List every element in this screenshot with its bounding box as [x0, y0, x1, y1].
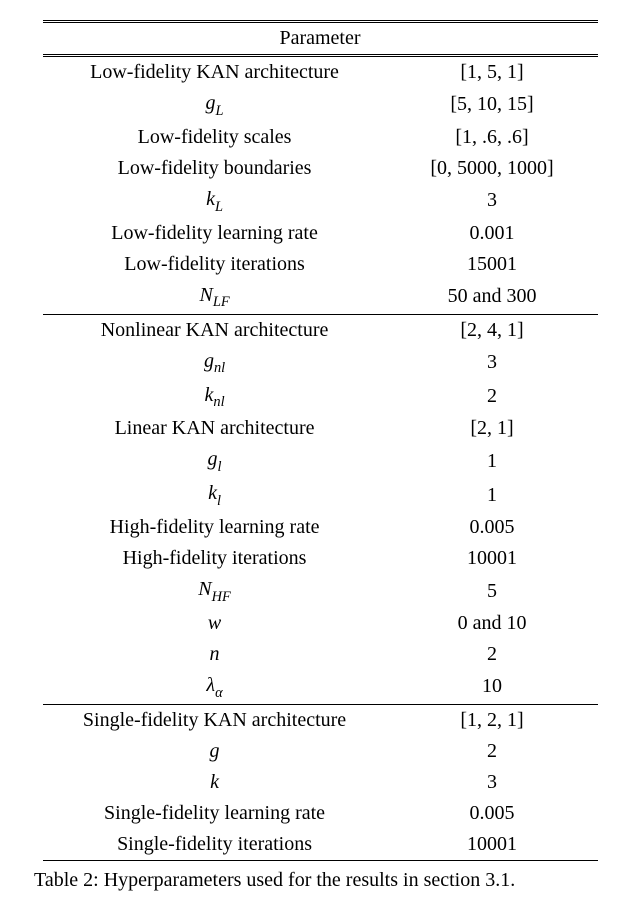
- table-row: Low-fidelity KAN architecture[1, 5, 1]: [43, 56, 598, 89]
- table-row: NHF5: [43, 574, 598, 608]
- header-cell: Parameter: [43, 22, 598, 56]
- param-cell: Low-fidelity iterations: [43, 249, 387, 280]
- value-cell: [5, 10, 15]: [387, 88, 598, 122]
- param-cell: Linear KAN architecture: [43, 413, 387, 444]
- param-cell: Single-fidelity KAN architecture: [43, 704, 387, 736]
- table-row: High-fidelity learning rate0.005: [43, 512, 598, 543]
- table-row: High-fidelity iterations10001: [43, 543, 598, 574]
- table-row: Low-fidelity scales[1, .6, .6]: [43, 122, 598, 153]
- table-row: kL3: [43, 184, 598, 218]
- table-row: λα10: [43, 670, 598, 704]
- value-cell: 3: [387, 184, 598, 218]
- table-row: Single-fidelity KAN architecture[1, 2, 1…: [43, 704, 598, 736]
- table-row: k3: [43, 767, 598, 798]
- param-cell: λα: [43, 670, 387, 704]
- table-row: Single-fidelity iterations10001: [43, 829, 598, 861]
- param-cell: High-fidelity learning rate: [43, 512, 387, 543]
- param-cell: knl: [43, 380, 387, 414]
- param-cell: High-fidelity iterations: [43, 543, 387, 574]
- param-cell: n: [43, 639, 387, 670]
- table-row: knl2: [43, 380, 598, 414]
- value-cell: [1, 2, 1]: [387, 704, 598, 736]
- table-row: Linear KAN architecture[2, 1]: [43, 413, 598, 444]
- table-row: w0 and 10: [43, 608, 598, 639]
- param-cell: g: [43, 736, 387, 767]
- param-cell: NLF: [43, 280, 387, 314]
- param-cell: k: [43, 767, 387, 798]
- table-row: Nonlinear KAN architecture[2, 4, 1]: [43, 314, 598, 346]
- param-cell: NHF: [43, 574, 387, 608]
- value-cell: 1: [387, 444, 598, 478]
- param-cell: Low-fidelity scales: [43, 122, 387, 153]
- param-cell: Low-fidelity boundaries: [43, 153, 387, 184]
- value-cell: 0 and 10: [387, 608, 598, 639]
- value-cell: [2, 4, 1]: [387, 314, 598, 346]
- value-cell: 2: [387, 639, 598, 670]
- value-cell: 3: [387, 346, 598, 380]
- value-cell: 0.005: [387, 798, 598, 829]
- value-cell: 3: [387, 767, 598, 798]
- param-cell: gnl: [43, 346, 387, 380]
- value-cell: 15001: [387, 249, 598, 280]
- param-cell: Low-fidelity learning rate: [43, 218, 387, 249]
- table-row: g2: [43, 736, 598, 767]
- value-cell: 0.001: [387, 218, 598, 249]
- value-cell: [0, 5000, 1000]: [387, 153, 598, 184]
- param-cell: Nonlinear KAN architecture: [43, 314, 387, 346]
- value-cell: 10: [387, 670, 598, 704]
- table-body: ParameterLow-fidelity KAN architecture[1…: [43, 22, 598, 861]
- value-cell: 2: [387, 736, 598, 767]
- table-row: Low-fidelity boundaries[0, 5000, 1000]: [43, 153, 598, 184]
- table-row: Low-fidelity learning rate0.001: [43, 218, 598, 249]
- param-cell: gl: [43, 444, 387, 478]
- value-cell: 50 and 300: [387, 280, 598, 314]
- table-caption: Table 2: Hyperparameters used for the re…: [24, 869, 616, 892]
- table-row: gl1: [43, 444, 598, 478]
- param-cell: Low-fidelity KAN architecture: [43, 56, 387, 89]
- table-row: NLF50 and 300: [43, 280, 598, 314]
- value-cell: [1, 5, 1]: [387, 56, 598, 89]
- param-cell: Single-fidelity learning rate: [43, 798, 387, 829]
- param-cell: kl: [43, 478, 387, 512]
- value-cell: 0.005: [387, 512, 598, 543]
- table-row: gL[5, 10, 15]: [43, 88, 598, 122]
- value-cell: 1: [387, 478, 598, 512]
- hyperparameters-table: ParameterLow-fidelity KAN architecture[1…: [43, 20, 598, 861]
- value-cell: 10001: [387, 829, 598, 861]
- value-cell: 5: [387, 574, 598, 608]
- param-cell: gL: [43, 88, 387, 122]
- value-cell: [2, 1]: [387, 413, 598, 444]
- value-cell: 10001: [387, 543, 598, 574]
- param-cell: Single-fidelity iterations: [43, 829, 387, 861]
- table-row: n2: [43, 639, 598, 670]
- value-cell: [1, .6, .6]: [387, 122, 598, 153]
- param-cell: w: [43, 608, 387, 639]
- param-cell: kL: [43, 184, 387, 218]
- table-row: Low-fidelity iterations15001: [43, 249, 598, 280]
- table-row: Single-fidelity learning rate0.005: [43, 798, 598, 829]
- table-row: kl1: [43, 478, 598, 512]
- value-cell: 2: [387, 380, 598, 414]
- table-row: gnl3: [43, 346, 598, 380]
